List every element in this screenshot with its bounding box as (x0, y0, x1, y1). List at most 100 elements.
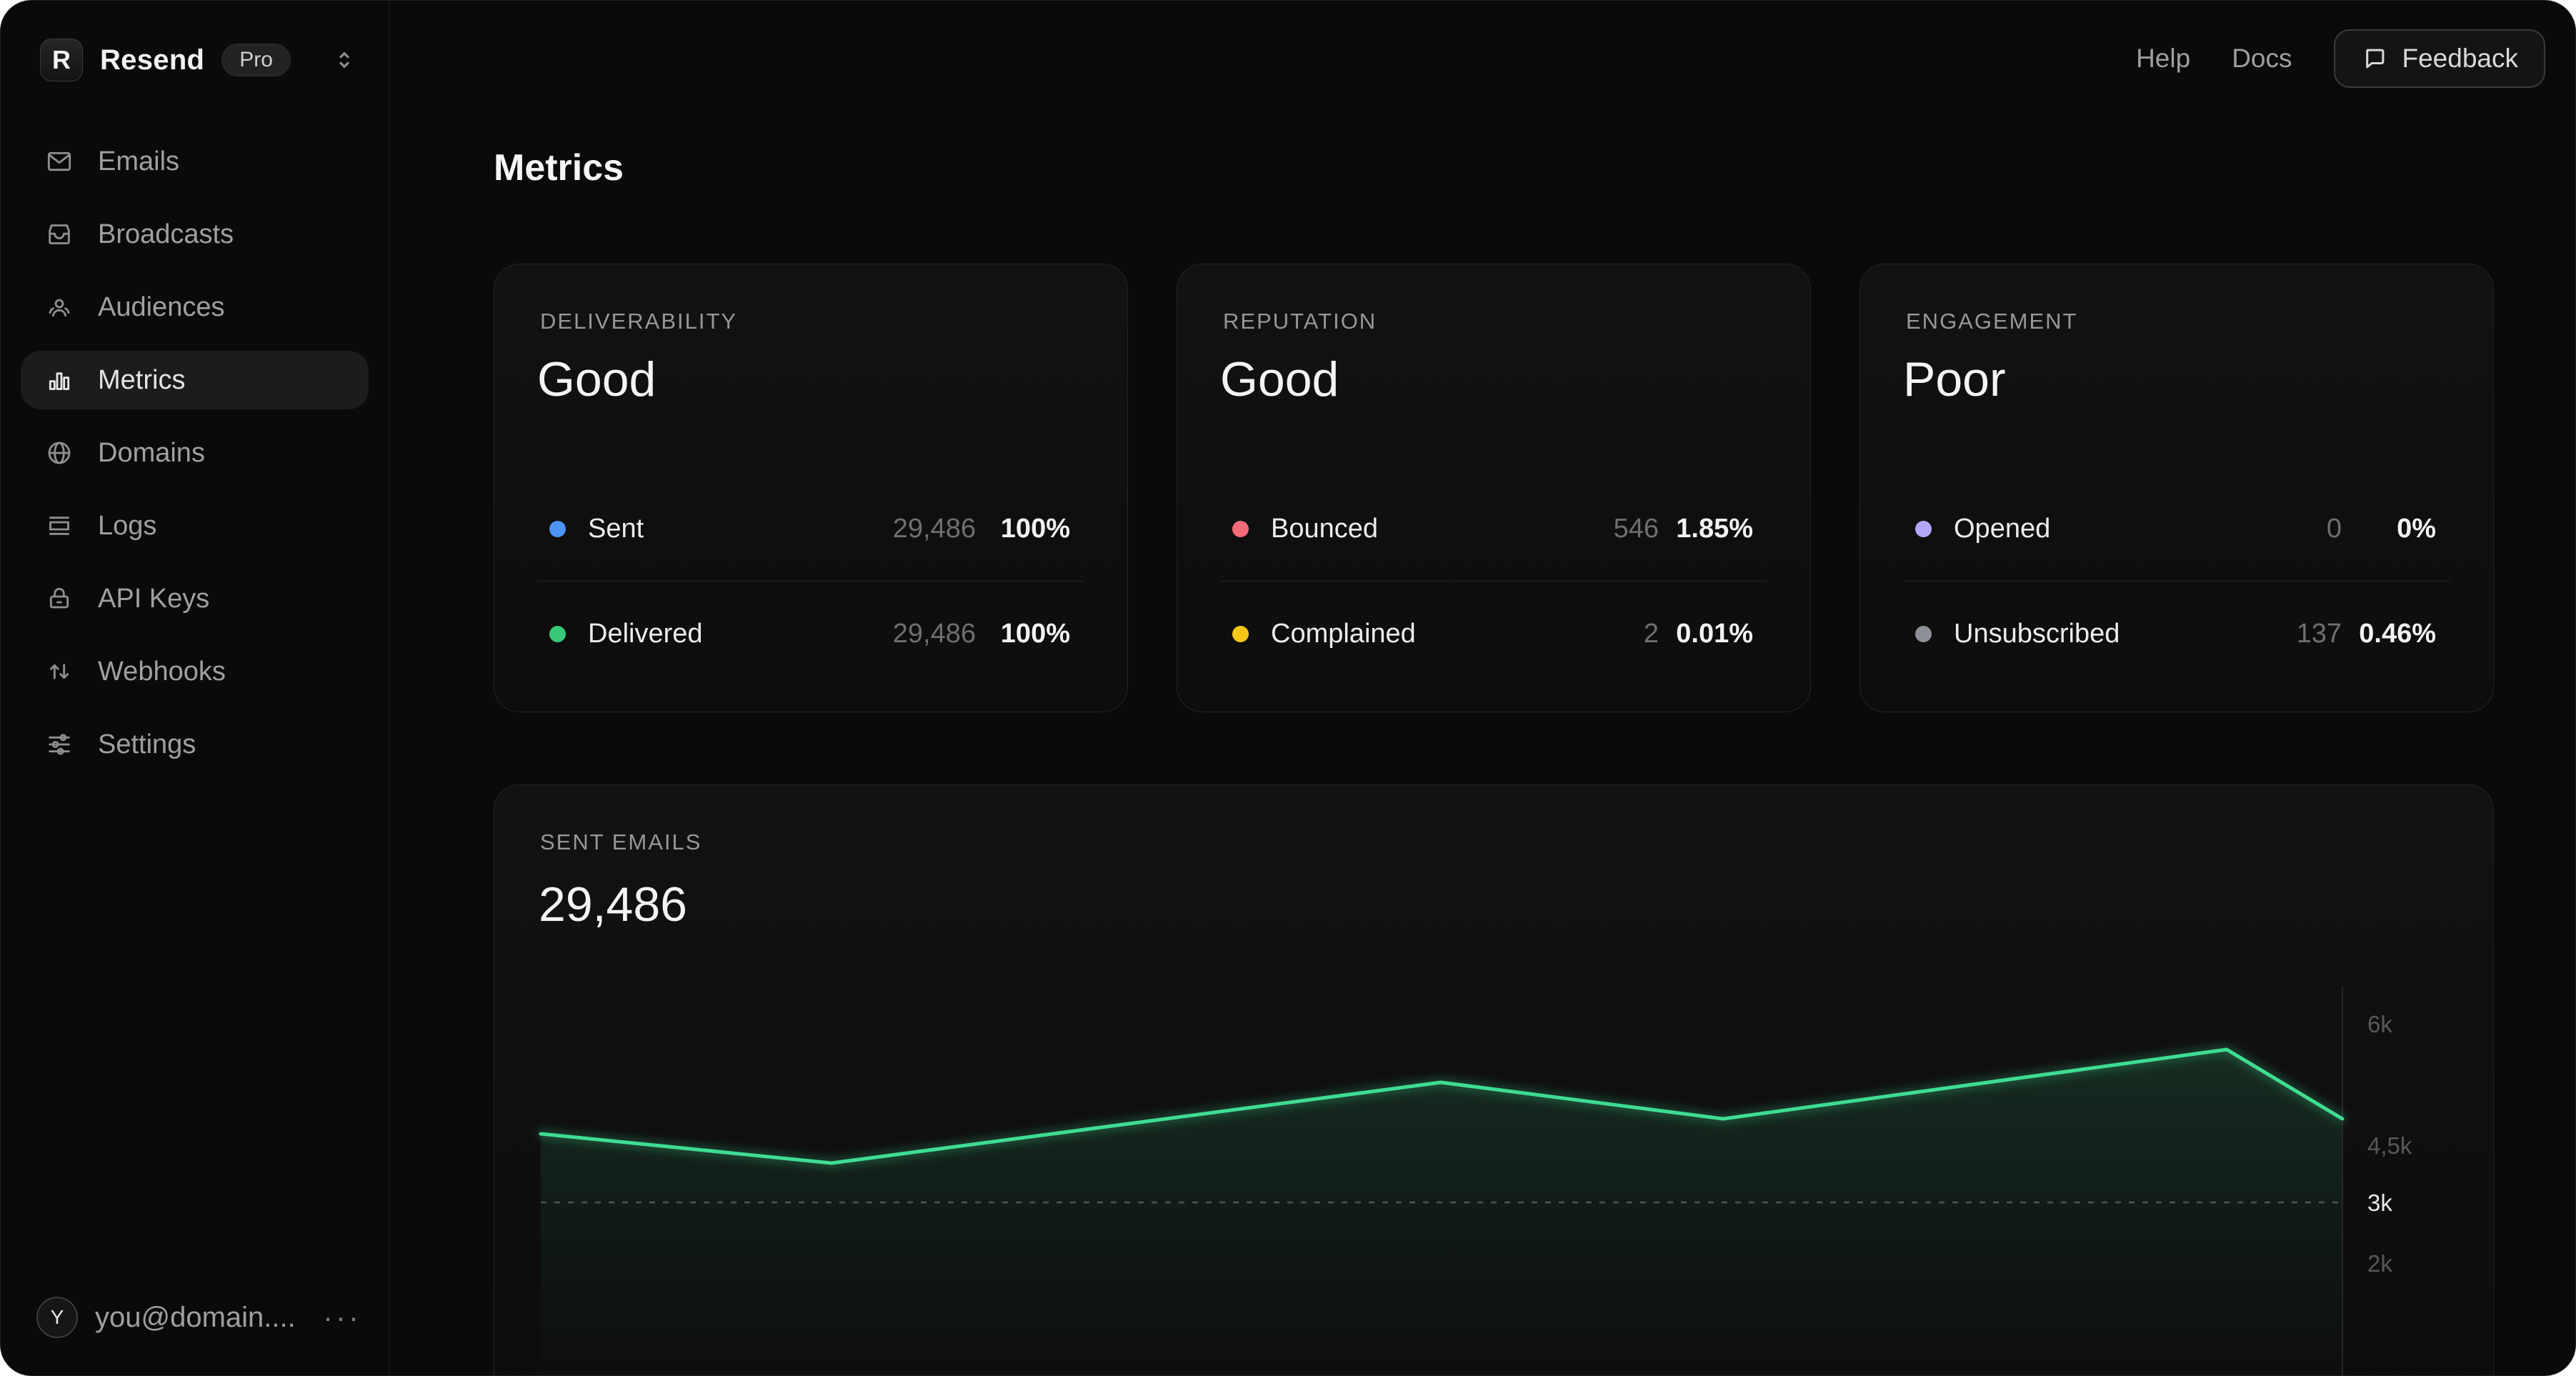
resend-logo: R (40, 39, 83, 81)
plan-badge: Pro (221, 44, 291, 76)
feedback-button[interactable]: Feedback (2333, 29, 2545, 88)
metric-cards: DELIVERABILITY Good Sent 29,486 100% Del… (494, 264, 2494, 712)
sidebar-item-broadcasts[interactable]: Broadcasts (21, 205, 369, 264)
envelope-icon (47, 151, 71, 171)
metric-row-delivered: Delivered 29,486 100% (494, 605, 1127, 662)
chart-area-fill (541, 1050, 2342, 1375)
metric-row-opened: Opened 0 0% (1860, 500, 2493, 557)
metric-row-percent: 100% (1000, 513, 1070, 544)
chart-total-value: 29,486 (539, 877, 687, 932)
docs-link[interactable]: Docs (2232, 44, 2292, 73)
metric-row-percent: 0.01% (1676, 618, 1753, 649)
sidebar-item-settings[interactable]: Settings (21, 715, 369, 774)
sidebar-item-label: Domains (98, 437, 205, 468)
help-link[interactable]: Help (2136, 44, 2191, 73)
workspace-switcher[interactable]: R Resend Pro (40, 38, 359, 82)
row-divider (1220, 581, 1767, 582)
chart-title: SENT EMAILS (540, 829, 702, 854)
metric-row-bounced: Bounced 546 1.85% (1177, 500, 1810, 557)
legend-dot (549, 520, 566, 537)
legend-dot (1915, 625, 1932, 642)
sidebar-item-api-keys[interactable]: API Keys (21, 569, 369, 628)
card-status: Poor (1903, 352, 2006, 407)
sidebar-item-label: Logs (98, 510, 157, 541)
sidebar-item-audiences[interactable]: Audiences (21, 278, 369, 336)
user-account-row[interactable]: Y you@domain.... ··· (36, 1295, 361, 1340)
metric-row-value: 29,486 (892, 513, 976, 544)
legend-dot (549, 625, 566, 642)
arrows-up-down-icon (49, 664, 69, 679)
user-email: you@domain.... (95, 1301, 296, 1333)
y-tick-label: 4,5k (2367, 1132, 2412, 1159)
metric-row-percent: 1.85% (1676, 513, 1753, 544)
unfold-chevron-icon[interactable] (330, 46, 359, 74)
workspace-name: Resend (100, 44, 205, 76)
y-tick-label: 6k (2367, 1011, 2392, 1037)
sent-emails-line-chart: 6k 4,5k 3k 2k (537, 987, 2412, 1375)
sidebar-item-label: Webhooks (98, 656, 226, 687)
metric-row-unsubscribed: Unsubscribed 137 0.46% (1860, 605, 2493, 662)
sidebar: R Resend Pro Emails Broadcasts Audiences (1, 1, 389, 1375)
metric-row-complained: Complained 2 0.01% (1177, 605, 1810, 662)
inbox-icon (49, 224, 70, 244)
deliverability-card: DELIVERABILITY Good Sent 29,486 100% Del… (494, 264, 1128, 712)
feedback-label: Feedback (2402, 44, 2519, 73)
y-tick-label-highlight: 3k (2367, 1190, 2392, 1216)
avatar-initial: Y (50, 1306, 64, 1328)
metric-row-label: Opened (1954, 513, 2051, 544)
sidebar-item-label: Settings (98, 729, 196, 759)
sent-emails-card: SENT EMAILS 29,486 (494, 784, 2494, 1375)
metric-row-value: 137 (2296, 618, 2342, 649)
rows-icon (49, 517, 69, 535)
bar-chart-icon (49, 372, 70, 390)
sidebar-item-label: API Keys (98, 583, 210, 614)
lock-icon (49, 587, 69, 609)
sidebar-item-label: Audiences (98, 291, 225, 322)
legend-dot (1232, 625, 1249, 642)
metric-row-sent: Sent 29,486 100% (494, 500, 1127, 557)
sidebar-item-emails[interactable]: Emails (21, 132, 369, 191)
metric-row-value: 29,486 (892, 618, 976, 649)
engagement-card: ENGAGEMENT Poor Opened 0 0% Unsubscribed… (1859, 264, 2494, 712)
legend-dot (1232, 520, 1249, 537)
sidebar-item-label: Broadcasts (98, 219, 234, 249)
sidebar-item-domains[interactable]: Domains (21, 424, 369, 482)
metric-row-percent: 100% (1000, 618, 1070, 649)
sliders-icon (49, 734, 70, 755)
metric-row-label: Sent (588, 513, 644, 544)
chat-bubble-icon (2365, 49, 2384, 69)
metric-row-value: 0 (2326, 513, 2342, 544)
sidebar-item-webhooks[interactable]: Webhooks (21, 642, 369, 701)
metric-row-value: 2 (1643, 618, 1659, 649)
card-status: Good (1220, 352, 1339, 407)
globe-icon (48, 442, 71, 464)
card-label: DELIVERABILITY (540, 309, 738, 334)
card-label: REPUTATION (1223, 309, 1377, 334)
metric-row-label: Delivered (588, 618, 703, 649)
row-divider (537, 581, 1084, 582)
metric-row-label: Complained (1271, 618, 1416, 649)
avatar: Y (36, 1297, 78, 1338)
sidebar-item-metrics[interactable]: Metrics (21, 351, 369, 409)
row-divider (1903, 581, 2450, 582)
metric-row-percent: 0.46% (2359, 618, 2436, 649)
metric-row-percent: 0% (2397, 513, 2436, 544)
resend-logo-letter: R (52, 45, 71, 74)
metric-row-value: 546 (1613, 513, 1659, 544)
sidebar-item-logs[interactable]: Logs (21, 497, 369, 555)
y-tick-label: 2k (2367, 1250, 2392, 1277)
sidebar-item-label: Emails (98, 146, 180, 176)
sent-line (539, 1047, 2345, 1165)
people-icon (49, 299, 70, 317)
reputation-card: REPUTATION Good Bounced 546 1.85% Compla… (1177, 264, 1811, 712)
metric-row-label: Unsubscribed (1954, 618, 2120, 649)
card-status: Good (537, 352, 657, 407)
card-label: ENGAGEMENT (1906, 309, 2078, 334)
metric-row-label: Bounced (1271, 513, 1379, 544)
legend-dot (1915, 520, 1932, 537)
sidebar-item-label: Metrics (98, 364, 186, 395)
sidebar-nav: Emails Broadcasts Audiences Metrics Doma… (21, 132, 369, 774)
page-title: Metrics (494, 147, 624, 189)
header-links: Help Docs Feedback (2136, 29, 2545, 88)
